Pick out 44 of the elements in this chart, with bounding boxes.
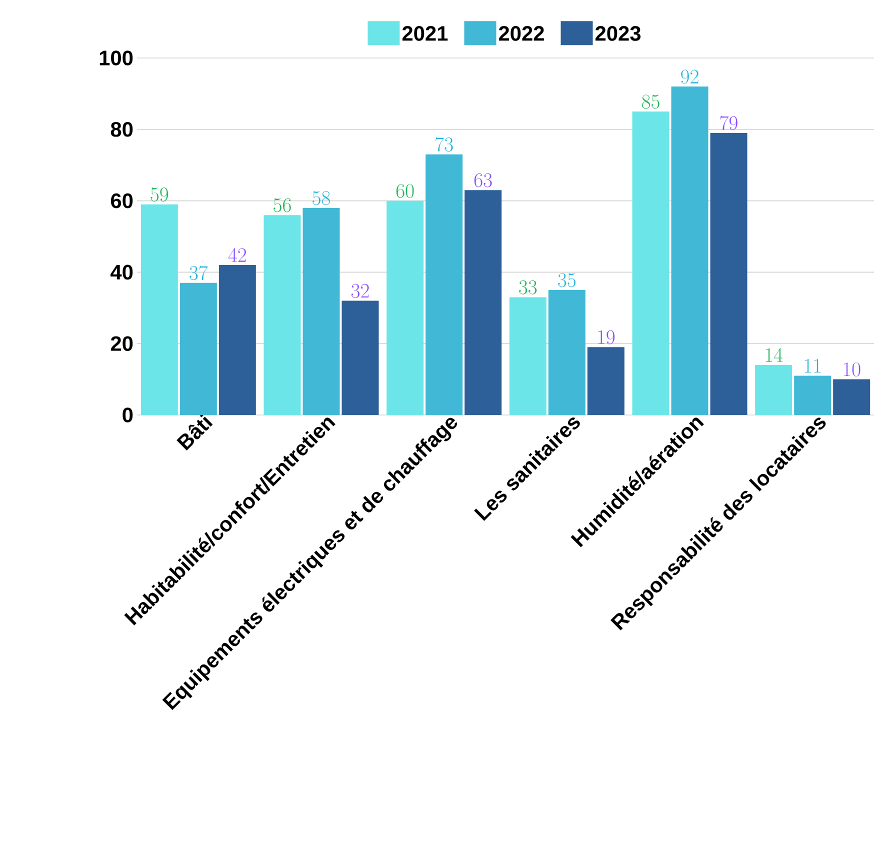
data-label: 37 (190, 266, 208, 280)
bar (632, 112, 670, 415)
bar (218, 265, 256, 415)
data-label: 32 (351, 284, 369, 298)
legend-label: 2022 (498, 26, 544, 41)
y-tick-label: 60 (110, 193, 133, 208)
data-label: 92 (681, 70, 698, 84)
bar (671, 86, 708, 415)
data-label: 85 (642, 94, 660, 109)
bar (302, 208, 340, 415)
data-label: 58 (312, 191, 330, 206)
data-label: 11 (804, 358, 821, 373)
data-label: 19 (598, 330, 615, 344)
data-label: 73 (436, 137, 453, 152)
data-label: 33 (519, 280, 537, 294)
bar (180, 282, 217, 415)
y-tick-label: 40 (110, 264, 133, 280)
data-label: 56 (274, 198, 291, 212)
data-label: 35 (558, 273, 576, 288)
y-tick-label: 80 (110, 122, 133, 137)
data-label: 63 (474, 173, 492, 188)
bar (833, 379, 870, 415)
bar (755, 365, 792, 415)
bar (548, 290, 586, 415)
bar (426, 154, 463, 415)
y-tick-label: 100 (100, 50, 133, 66)
bar (342, 300, 379, 415)
data-label: 79 (720, 116, 738, 130)
bar (264, 215, 301, 415)
legend-label: 2023 (595, 26, 641, 41)
legend-label: 2021 (402, 26, 448, 41)
bar (509, 297, 546, 415)
bar (140, 204, 178, 415)
data-label: 60 (396, 184, 414, 198)
bar (464, 190, 502, 415)
data-label: 14 (766, 348, 783, 362)
bar (386, 200, 424, 415)
bar (587, 347, 624, 415)
bar (794, 376, 832, 415)
data-label: 59 (150, 188, 168, 202)
bar (710, 132, 748, 415)
y-tick-label: 20 (110, 336, 133, 351)
data-label: 10 (844, 362, 860, 376)
data-label: 42 (228, 248, 246, 262)
